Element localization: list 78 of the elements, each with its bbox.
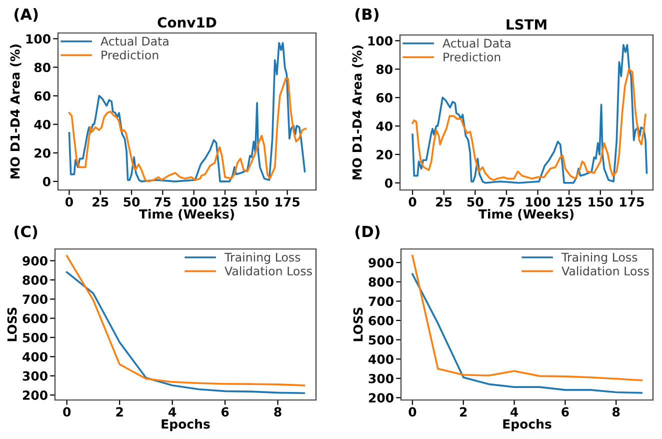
x-axis-title: Epochs [503,419,552,432]
line-series [68,78,307,182]
x-tick-label: 125 [213,197,238,207]
y-tick-label: 0 [42,176,50,186]
y-tick-label: 300 [22,371,48,381]
x-axis-title: Time (Weeks) [138,209,234,220]
x-axis-title: Epochs [162,419,210,432]
y-axis-title: MO D1-D4 Area (%) [352,45,364,180]
x-tick-label: 100 [526,197,550,207]
y-tick-label: 60 [34,91,50,101]
x-tick-label: 6 [221,407,229,417]
x-tick-label: 8 [274,407,282,417]
y-tick-label: 40 [376,121,392,131]
y-tick-label: 600 [368,316,394,326]
x-axis-title: Time (Weeks) [478,209,574,220]
y-tick-label: 80 [34,62,50,72]
x-tick-label: 50 [124,197,140,207]
chart-title: LSTM [506,19,546,30]
x-tick-label: 0 [65,197,73,207]
chart-title: Conv1D [158,17,216,28]
legend-label: Validation Loss [562,266,649,276]
x-tick-label: 0 [408,197,416,207]
y-tick-label: 600 [22,314,48,324]
y-tick-label: 900 [22,256,48,266]
legend-label: Actual Data [442,38,510,48]
legend-label: Prediction [444,52,500,62]
text: (B) [355,8,378,22]
legend-label: Prediction [102,50,158,60]
x-tick-label: 25 [436,197,452,207]
x-tick-label: 0 [408,407,416,417]
legend-label: Validation Loss [224,266,312,276]
text: (A) [14,8,38,22]
line-series [412,68,646,181]
x-tick-label: 6 [562,407,569,417]
x-tick-label: 50 [467,197,484,207]
x-tick-label: 150 [244,197,269,207]
y-tick-label: 800 [368,277,394,287]
x-tick-label: 25 [92,197,108,207]
x-tick-label: 175 [620,197,644,207]
y-tick-label: 80 [376,64,392,74]
x-tick-label: 8 [612,407,620,417]
y-tick-label: 700 [368,296,394,306]
x-tick-label: 0 [63,407,71,417]
y-tick-label: 900 [368,258,394,268]
text: (C) [14,225,38,240]
y-tick-label: 100 [368,36,392,46]
x-tick-label: 4 [510,407,518,416]
legend-label: Actual Data [100,36,168,46]
y-axis-title: LOSS [353,308,363,342]
x-tick-label: 2 [116,407,123,416]
y-tick-label: 200 [368,393,394,403]
text: (D) [355,225,380,240]
x-tick-label: 100 [182,197,206,207]
legend-label: Training Loss [561,252,638,264]
x-tick-label: 150 [588,197,613,207]
y-tick-label: 400 [22,352,48,362]
x-tick-label: 75 [498,197,514,207]
y-tick-label: 100 [26,34,50,44]
x-tick-label: 175 [276,197,300,207]
y-tick-label: 500 [368,335,394,345]
x-tick-label: 4 [168,407,176,416]
y-tick-label: 700 [22,294,48,304]
y-tick-label: 20 [34,148,50,158]
x-tick-label: 2 [460,407,467,416]
y-tick-label: 60 [376,93,392,102]
y-tick-label: 0 [384,178,392,188]
y-tick-label: 400 [368,354,394,364]
y-tick-label: 20 [376,150,392,160]
x-tick-label: 75 [154,197,171,207]
y-axis-title: LOSS [7,308,17,342]
legend-label: Training Loss [224,252,300,264]
y-tick-label: 800 [22,275,48,285]
y-tick-label: 200 [22,390,48,400]
y-tick-label: 500 [22,332,48,342]
y-tick-label: 300 [368,374,394,384]
x-tick-label: 125 [557,197,582,207]
y-tick-label: 40 [34,120,50,130]
y-axis-title: MO D1-D4 Area (%) [10,44,22,178]
